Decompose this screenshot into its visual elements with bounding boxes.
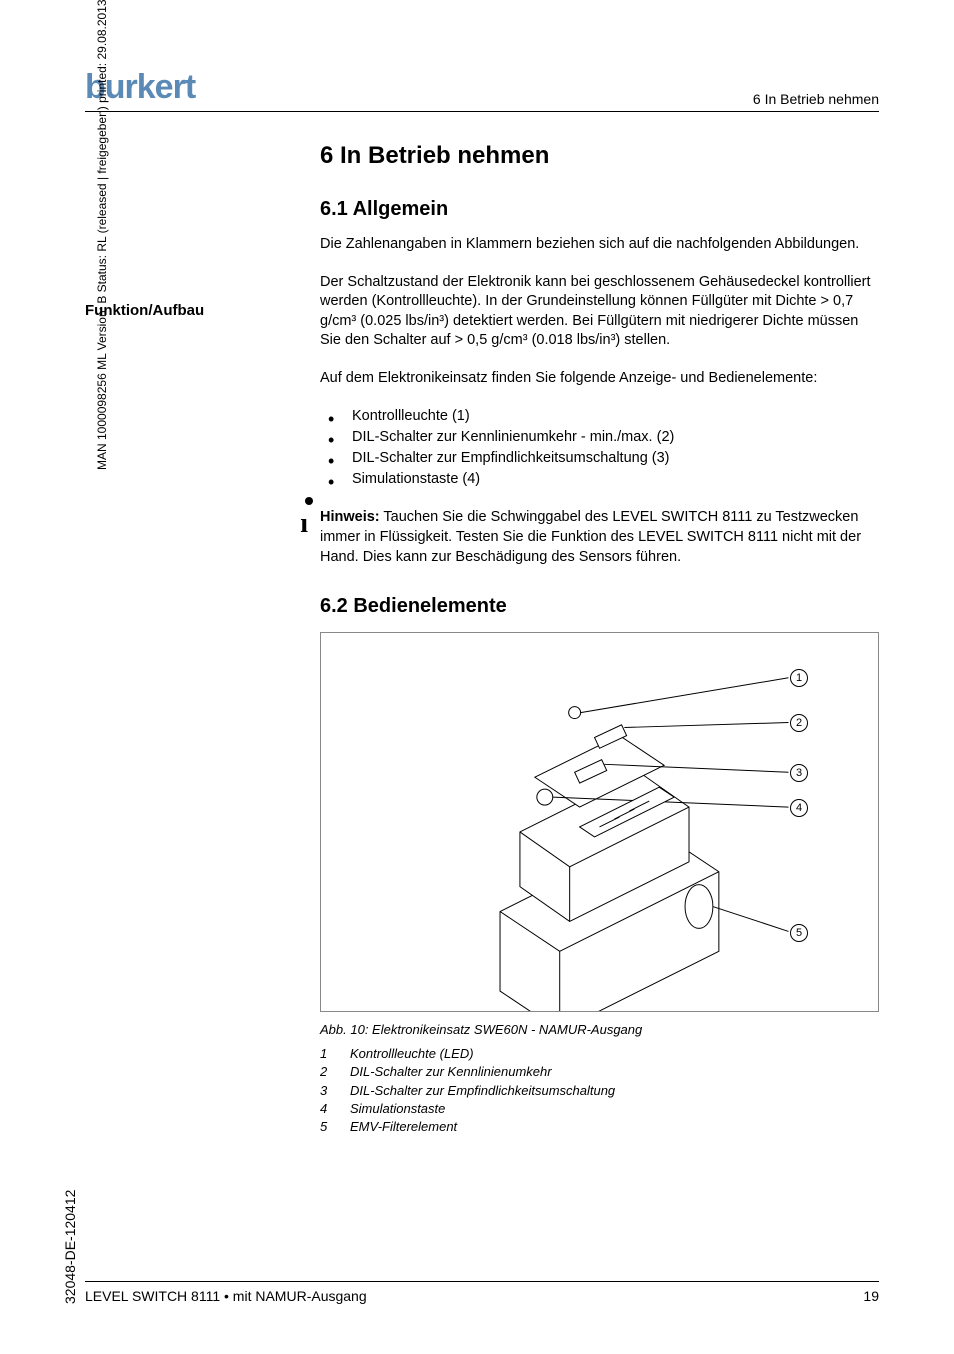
info-icon: ı: [268, 508, 308, 567]
device-diagram: [321, 633, 878, 1011]
page-footer: LEVEL SWITCH 8111 • mit NAMUR-Ausgang 19: [85, 1281, 879, 1304]
list-item: DIL-Schalter zur Kennlinienumkehr - min.…: [320, 427, 879, 448]
legend-text: Simulationstaste: [350, 1100, 445, 1118]
margin-sidebar: Funktion/Aufbau: [85, 142, 300, 1281]
callout-3: 3: [790, 764, 808, 782]
section-title: 6 In Betrieb nehmen: [320, 142, 879, 170]
vertical-metadata: MAN 1000098256 ML Version: B Status: RL …: [95, 0, 109, 470]
callout-2: 2: [790, 714, 808, 732]
sidebar-heading: Funktion/Aufbau: [85, 302, 300, 319]
subsection-title-61: 6.1 Allgemein: [320, 198, 879, 221]
figure-caption: Abb. 10: Elektronikeinsatz SWE60N - NAMU…: [320, 1022, 879, 1037]
footer-page-number: 19: [863, 1288, 879, 1304]
legend-row: 4 Simulationstaste: [320, 1100, 879, 1118]
vertical-docid: 32048-DE-120412: [62, 1190, 78, 1304]
subsection-title-62: 6.2 Bedienelemente: [320, 595, 879, 618]
paragraph: Die Zahlenangaben in Klammern beziehen s…: [320, 235, 879, 255]
legend-row: 2 DIL-Schalter zur Kennlinienumkehr: [320, 1063, 879, 1081]
note-title: Hinweis:: [320, 509, 380, 525]
list-item: Kontrollleuchte (1): [320, 406, 879, 427]
legend-text: DIL-Schalter zur Kennlinienumkehr: [350, 1063, 552, 1081]
bullet-list: Kontrollleuchte (1) DIL-Schalter zur Ken…: [320, 406, 879, 490]
note-text: Tauchen Sie die Schwinggabel des LEVEL S…: [320, 509, 861, 564]
note-block: ı Hinweis: Tauchen Sie die Schwinggabel …: [320, 508, 879, 567]
legend-num: 5: [320, 1118, 332, 1136]
legend-text: EMV-Filterelement: [350, 1118, 457, 1136]
legend-num: 2: [320, 1063, 332, 1081]
main-content: 6 In Betrieb nehmen 6.1 Allgemein Die Za…: [320, 142, 879, 1281]
header-section-ref: 6 In Betrieb nehmen: [753, 91, 879, 107]
legend-row: 3 DIL-Schalter zur Empfindlichkeitsumsch…: [320, 1082, 879, 1100]
list-item: DIL-Schalter zur Empfindlichkeitsumschal…: [320, 448, 879, 469]
paragraph: Der Schaltzustand der Elektronik kann be…: [320, 273, 879, 351]
paragraph: Auf dem Elektronikeinsatz finden Sie fol…: [320, 369, 879, 389]
legend-text: Kontrollleuchte (LED): [350, 1045, 474, 1063]
legend-num: 1: [320, 1045, 332, 1063]
figure-box: 1 2 3 4 5: [320, 632, 879, 1012]
legend-row: 1 Kontrollleuchte (LED): [320, 1045, 879, 1063]
footer-left: LEVEL SWITCH 8111 • mit NAMUR-Ausgang: [85, 1288, 367, 1304]
legend-text: DIL-Schalter zur Empfindlichkeitsumschal…: [350, 1082, 615, 1100]
figure-legend: 1 Kontrollleuchte (LED) 2 DIL-Schalter z…: [320, 1045, 879, 1136]
callout-1: 1: [790, 669, 808, 687]
legend-num: 4: [320, 1100, 332, 1118]
page-header: burkert 6 In Betrieb nehmen: [85, 68, 879, 112]
callout-4: 4: [790, 799, 808, 817]
legend-row: 5 EMV-Filterelement: [320, 1118, 879, 1136]
list-item: Simulationstaste (4): [320, 469, 879, 490]
callout-5: 5: [790, 924, 808, 942]
legend-num: 3: [320, 1082, 332, 1100]
